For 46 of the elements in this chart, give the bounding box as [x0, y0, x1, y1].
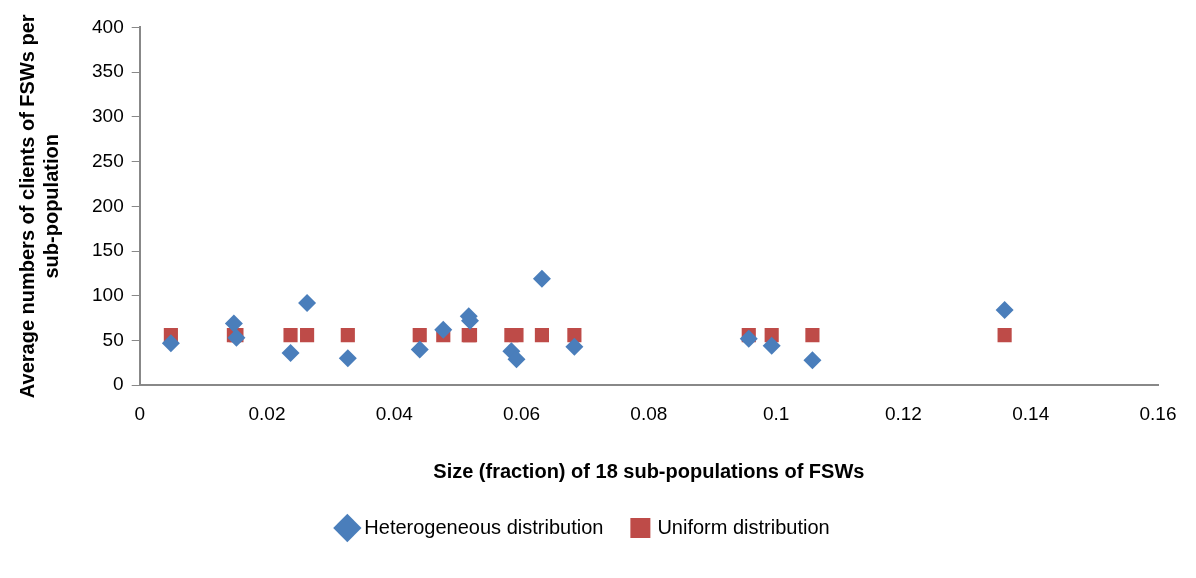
point — [532, 269, 551, 288]
y-tick-label: 400 — [92, 15, 124, 37]
y-axis-title: Average numbers of clients of FSWs per sub-population — [15, 14, 62, 399]
point — [739, 329, 758, 348]
point — [227, 328, 246, 347]
y-tick-label: 0 — [113, 373, 124, 395]
y-tick-label: 100 — [92, 283, 124, 305]
point — [338, 349, 357, 368]
x-tick-label: 0.02 — [248, 402, 286, 424]
point — [997, 328, 1012, 343]
y-tick-label: 50 — [102, 328, 124, 350]
point — [805, 328, 820, 343]
point — [509, 328, 524, 343]
point — [803, 351, 822, 370]
y-tick-label: 150 — [92, 239, 124, 261]
x-tick-label: 0.08 — [630, 402, 668, 424]
point — [412, 328, 427, 343]
point — [281, 344, 300, 362]
point — [410, 340, 429, 359]
point — [567, 328, 582, 343]
x-tick-label: 0.06 — [503, 402, 541, 424]
point — [995, 301, 1014, 320]
point — [534, 328, 549, 343]
x-tick-label: 0.12 — [884, 402, 922, 424]
point — [565, 337, 584, 356]
point — [283, 328, 298, 343]
point — [507, 350, 526, 369]
y-tick-label: 350 — [92, 60, 124, 82]
point — [434, 320, 453, 339]
point — [300, 328, 315, 343]
y-tick-label: 250 — [92, 149, 124, 171]
point — [298, 293, 317, 312]
x-axis-title: Size (fraction) of 18 sub-populations of FSWs — [433, 459, 865, 482]
y-tick-label: 200 — [92, 194, 124, 216]
legend-label: Uniform distribution — [657, 515, 830, 538]
point — [224, 314, 243, 333]
x-tick-label: 0.1 — [762, 402, 790, 424]
x-tick-label: 0.04 — [375, 402, 414, 424]
x-tick-label: 0.14 — [1012, 402, 1050, 424]
x-tick-label: 0 — [134, 402, 145, 424]
point — [340, 328, 355, 343]
point — [161, 334, 180, 353]
point — [762, 336, 781, 355]
x-tick-label: 0.16 — [1139, 402, 1177, 424]
y-tick-label: 300 — [92, 105, 124, 127]
legend-label: Heterogeneous distribution — [364, 515, 604, 538]
